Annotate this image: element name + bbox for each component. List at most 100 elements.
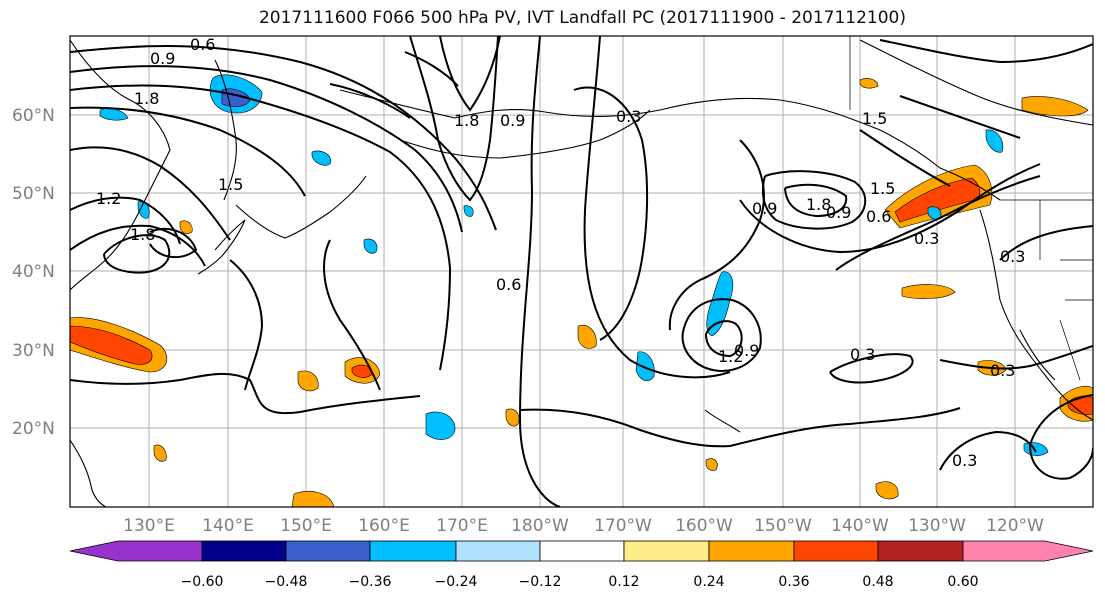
colorbar [69, 540, 1094, 562]
negative-blob-1 [311, 150, 332, 166]
lon-label: 140°E [202, 516, 254, 536]
colorbar-tick-label: −0.36 [349, 574, 392, 590]
lat-label: 50°N [12, 184, 55, 204]
coast-kamchatka [214, 59, 237, 201]
contour-label: 0.3 [616, 107, 641, 126]
colorbar-tick-label: 0.60 [947, 574, 978, 590]
contour-label: 1.5 [862, 109, 887, 128]
coast-kurils [235, 175, 367, 239]
lat-label: 60°N [12, 106, 55, 126]
coast-japan [197, 219, 246, 275]
borders [849, 36, 1093, 381]
colorbar-swatch [201, 540, 287, 562]
positive-blob-7 [875, 481, 899, 500]
positive-blob-2 [297, 370, 319, 392]
lat-label: 30°N [12, 341, 55, 361]
contour-label: 1.8 [454, 111, 479, 130]
contour-label: 0.3 [952, 451, 977, 470]
coastlines [70, 39, 1093, 507]
map-title: 2017111600 F066 500 hPa PV, IVT Landfall… [258, 8, 906, 28]
negative-blob-2 [363, 238, 378, 254]
contour-label: 0.3 [914, 229, 939, 248]
lon-label: 170°E [436, 516, 488, 536]
colorbar-tick-label: 0.36 [778, 574, 809, 590]
positive-blob-5 [1021, 96, 1089, 117]
contour-labels: 0.6 0.9 1.8 1.2 1.5 1.8 1.8 0.9 0.3 0.6 … [96, 35, 1025, 470]
negative-blob-8 [463, 205, 474, 217]
positive-blob-12 [705, 458, 718, 471]
lon-label: 150°E [280, 516, 332, 536]
negative-blob-south [425, 411, 456, 440]
contour-label: 0.3 [850, 345, 875, 364]
colorbar-tick-label: −0.12 [519, 574, 562, 590]
colorbar-swatch [69, 540, 203, 562]
colorbar-swatch [623, 540, 710, 562]
coast-asia [70, 39, 171, 291]
positive-core-japan [70, 325, 153, 365]
positive-blob-4 [901, 284, 956, 299]
latitude-labels: 60°N 50°N 40°N 30°N 20°N [12, 106, 55, 439]
contour-label: 1.5 [870, 179, 895, 198]
lon-label: 140°W [831, 516, 889, 536]
colorbar-tick-label: 0.12 [608, 574, 639, 590]
longitude-labels: 130°E 140°E 150°E 160°E 170°E 180°W 170°… [123, 516, 1044, 536]
island-hawaii [704, 409, 741, 433]
lon-label: 160°E [358, 516, 410, 536]
colorbar-swatch [285, 540, 371, 562]
positive-blob-13 [179, 220, 193, 234]
colorbar-swatch [539, 540, 625, 562]
colorbar-tick-label: 0.24 [693, 574, 724, 590]
contour-label: 0.9 [734, 341, 759, 360]
coast-alaska [339, 89, 1001, 201]
coast-canada [859, 39, 1093, 126]
negative-blob-hawaii [635, 351, 655, 382]
lon-label: 130°W [908, 516, 966, 536]
contour-label: 0.6 [190, 35, 215, 54]
colorbar-tick-label: −0.24 [435, 574, 478, 590]
contour-label: 1.5 [218, 175, 243, 194]
contour-label: 0.9 [500, 111, 525, 130]
lon-label: 150°W [754, 516, 812, 536]
positive-blob-11 [859, 78, 879, 89]
colorbar-tick-label: −0.60 [181, 574, 224, 590]
lon-label: 120°W [986, 516, 1044, 536]
coast-us-west [979, 209, 1093, 421]
contour-label: 1.8 [134, 89, 159, 108]
lon-label: 180°W [511, 516, 569, 536]
contour-label: 0.9 [150, 49, 175, 68]
coast-asia-south [70, 439, 107, 507]
contour-label: 1.8 [130, 225, 155, 244]
contour-label: 1.2 [718, 347, 743, 366]
colorbar-ticks: −0.60 −0.48 −0.36 −0.24 −0.12 0.12 0.24 … [181, 574, 979, 590]
lon-label: 160°W [675, 516, 733, 536]
colorbar-swatch [962, 540, 1094, 562]
contour-label: 1.2 [96, 189, 121, 208]
coast-baja [1019, 329, 1056, 381]
colorbar-swatch [708, 540, 795, 562]
positive-blob-3 [577, 324, 597, 349]
lon-label: 130°E [123, 516, 175, 536]
colorbar-swatch [369, 540, 457, 562]
positive-blob-8 [291, 491, 335, 507]
lat-label: 20°N [12, 419, 55, 439]
positive-blob-9 [153, 444, 167, 462]
colorbar-swatch [793, 540, 879, 562]
contour-label: 0.6 [866, 207, 891, 226]
contour-label: 0.3 [990, 361, 1015, 380]
contour-label: 0.9 [826, 203, 851, 222]
contour-label: 1.8 [806, 195, 831, 214]
contour-label: 0.9 [752, 199, 777, 218]
pv-contours [70, 36, 1093, 507]
negative-blob-4 [985, 129, 1004, 153]
lat-label: 40°N [12, 262, 55, 282]
colorbar-swatch [455, 540, 541, 562]
negative-blob-central [706, 271, 734, 337]
positive-blob-10 [505, 408, 520, 427]
colorbar-tick-label: −0.48 [265, 574, 308, 590]
contour-label: 0.3 [1000, 247, 1025, 266]
lon-label: 170°W [594, 516, 652, 536]
colorbar-tick-label: 0.48 [862, 574, 893, 590]
plot-frame [69, 35, 1094, 508]
contour-label: 0.6 [496, 275, 521, 294]
